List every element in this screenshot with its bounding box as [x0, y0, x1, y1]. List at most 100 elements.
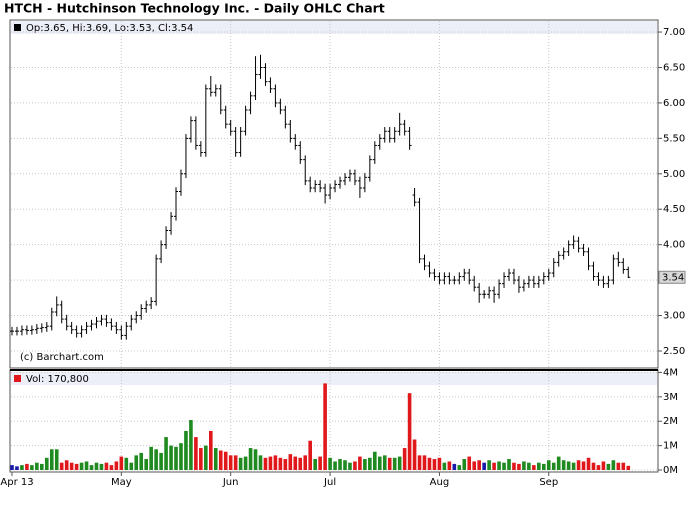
volume-bar [571, 462, 576, 470]
volume-bar [119, 456, 124, 470]
volume-bar [144, 459, 148, 470]
volume-bar [576, 460, 581, 470]
y-tick-label: 3M [663, 392, 678, 403]
volume-bar [248, 448, 253, 470]
volume-bar [467, 456, 472, 470]
volume-bar [363, 459, 367, 470]
volume-bar [358, 456, 362, 470]
x-tick-label: Jun [222, 477, 239, 488]
volume-bar [417, 455, 422, 470]
volume-bar [139, 452, 144, 470]
volume-bar [223, 451, 228, 470]
volume-bar [159, 452, 163, 470]
volume-bar [546, 460, 551, 470]
x-tick-label: May [111, 477, 132, 488]
volume-bar [596, 465, 601, 470]
volume-bar [149, 446, 153, 470]
volume-bar [79, 462, 84, 470]
volume-bar [343, 460, 347, 470]
volume-bar [452, 463, 457, 470]
volume-bar [184, 430, 188, 470]
volume-bar [482, 462, 486, 470]
volume-bar [298, 457, 303, 470]
volume-bar [556, 456, 561, 470]
volume-bar [109, 465, 114, 470]
volume-bar [209, 430, 213, 470]
volume-bar [382, 455, 387, 470]
volume-legend: Vol: 170,800 [26, 374, 89, 385]
y-tick-label: 2M [663, 416, 678, 427]
volume-bar [278, 457, 283, 470]
volume-bar [427, 457, 432, 470]
last-price-label: 3.54 [662, 272, 684, 283]
y-tick-label: 5.00 [663, 169, 685, 180]
price-legend: Op:3.65, Hi:3.69, Lo:3.53, Cl:3.54 [26, 23, 193, 34]
x-tick-label: Aug [430, 477, 450, 488]
volume-bar [218, 450, 223, 470]
volume-bar [477, 460, 481, 470]
volume-bar [69, 462, 74, 470]
volume-bar [462, 459, 467, 470]
volume-bar [263, 457, 268, 470]
volume-bar [611, 460, 616, 470]
chart-title: HTCH - Hutchinson Technology Inc. - Dail… [4, 1, 385, 16]
volume-bar [154, 449, 158, 470]
volume-bar [199, 448, 203, 470]
volume-bar [313, 459, 317, 470]
volume-bar [457, 465, 462, 470]
volume-bar [233, 455, 238, 470]
volume-bar [174, 446, 178, 470]
volume-bar [204, 445, 208, 470]
volume-bar [35, 462, 39, 470]
volume-bar [621, 462, 626, 470]
volume-bar [487, 460, 491, 470]
volume-bar [402, 448, 407, 470]
volume-bar [512, 462, 516, 470]
y-tick-label: 0M [663, 465, 678, 476]
volume-bar [273, 455, 278, 470]
volume-bar [10, 465, 14, 470]
volume-bar [353, 461, 357, 470]
x-tick-label: Sep [539, 477, 558, 488]
volume-bar [293, 456, 298, 470]
volume-bar [283, 459, 288, 470]
volume-bar [397, 456, 402, 470]
volume-bar [497, 461, 501, 470]
volume-bar [392, 457, 397, 470]
y-tick-label: 6.50 [663, 62, 685, 73]
volume-bar [104, 462, 109, 470]
volume-bar [124, 457, 129, 470]
volume-bar [268, 456, 273, 470]
volume-bar [25, 463, 29, 470]
volume-bar [586, 457, 591, 470]
volume-bar [601, 461, 606, 470]
volume-bar [591, 462, 596, 470]
volume-bar [15, 466, 19, 470]
credit: (c) Barchart.com [20, 352, 104, 363]
volume-bar [308, 440, 312, 470]
last-price-box [658, 270, 686, 284]
volume-bar [84, 461, 89, 470]
legend-marker [14, 24, 21, 31]
volume-bar [194, 437, 198, 470]
legend-marker [14, 375, 21, 382]
volume-bar [566, 461, 571, 470]
volume-bar [616, 462, 621, 470]
volume-bar [323, 383, 327, 470]
volume-bar [333, 461, 337, 470]
volume-bar [64, 460, 69, 470]
y-tick-label: 2.50 [663, 346, 685, 357]
volume-bar [164, 437, 168, 470]
volume-bar [30, 465, 34, 470]
volume-bar [99, 463, 104, 470]
volume-bar [412, 439, 417, 470]
x-tick-label: Apr 13 [0, 477, 33, 488]
volume-bar [541, 463, 546, 470]
volume-bar [303, 455, 308, 470]
volume-bar [89, 465, 94, 470]
y-tick-label: 4.50 [663, 204, 685, 215]
volume-bar [129, 462, 134, 470]
volume-bar [318, 456, 322, 470]
volume-header [11, 372, 657, 385]
